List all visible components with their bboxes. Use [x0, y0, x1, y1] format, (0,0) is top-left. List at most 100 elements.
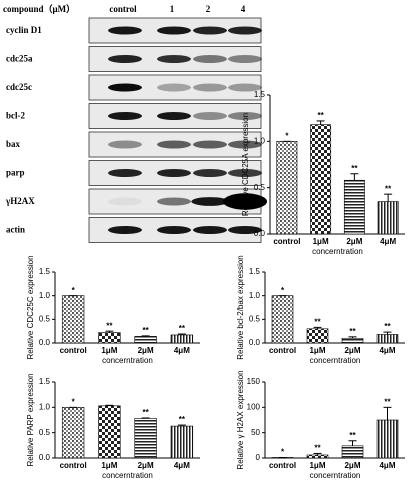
annotation: * [72, 397, 76, 406]
annotation: ** [314, 317, 321, 326]
x-tick-label: 2μM [346, 237, 362, 246]
x-tick-label: 4μM [379, 461, 395, 470]
annotation: * [281, 286, 285, 295]
annotation: * [281, 448, 285, 457]
bar [98, 405, 121, 459]
blot-band [228, 112, 262, 120]
blot-band [193, 169, 227, 177]
y-tick-label: 0.5 [39, 428, 51, 437]
error-bar [350, 173, 359, 181]
blot-band [157, 55, 191, 63]
blot-band [108, 26, 142, 35]
annotation: ** [384, 322, 391, 331]
lane-label: 2 [206, 4, 211, 14]
blot-row-label: γH2AX [5, 196, 35, 206]
error-bar [348, 336, 357, 339]
error-bar [141, 417, 150, 419]
annotation: ** [385, 184, 392, 193]
lane-label: control [109, 4, 137, 14]
bar [376, 419, 399, 459]
y-axis-label: Relative γ H2AX expression [236, 370, 245, 469]
blot-band [228, 140, 262, 149]
blot-band [193, 55, 227, 63]
annotation: ** [314, 444, 321, 453]
y-tick-label: 0.0 [39, 453, 51, 462]
x-tick-label: 2μM [138, 346, 154, 355]
bar [170, 425, 194, 459]
blot-band [108, 83, 142, 92]
blot-band [228, 26, 262, 35]
y-tick-label: 0.0 [254, 229, 266, 238]
y-tick-label: 0.5 [249, 314, 261, 323]
x-axis-label: concerntration [312, 247, 363, 256]
y-tick-label: 1.5 [249, 267, 261, 276]
annotation: ** [143, 326, 150, 335]
blot-row-label: cyclin D1 [6, 25, 42, 35]
x-axis-label: concerntration [310, 356, 361, 365]
x-tick-label: 2μM [344, 461, 360, 470]
blot-band [108, 197, 142, 206]
bar [98, 332, 121, 344]
blot-row-label: bax [6, 139, 21, 149]
y-tick-label: 0.0 [249, 338, 261, 347]
x-tick-label: 1μM [101, 346, 117, 355]
blot-band [157, 112, 191, 120]
error-bar [384, 193, 393, 202]
blot-band [193, 26, 227, 35]
x-axis-label: concerntration [310, 471, 361, 480]
y-tick-label: 0 [256, 453, 261, 462]
y-tick-label: 1.5 [39, 267, 51, 276]
x-tick-label: 2μM [344, 346, 360, 355]
error-bar [177, 424, 186, 427]
blot-row-label: parp [6, 168, 25, 178]
blot-band [108, 140, 142, 149]
x-tick-label: 4μM [379, 346, 395, 355]
bar [306, 328, 329, 344]
x-tick-label: 1μM [313, 237, 329, 246]
error-bar [383, 331, 392, 335]
blot-band [228, 169, 262, 177]
error-bar [177, 333, 186, 335]
x-tick-label: control [269, 346, 296, 355]
annotation: ** [349, 327, 356, 336]
annotation: * [285, 131, 289, 140]
error-bar [105, 330, 114, 333]
blot-band [157, 83, 191, 92]
y-tick-label: 1.0 [249, 291, 261, 300]
blot-band [228, 226, 262, 234]
blot-band [157, 197, 191, 206]
y-tick-label: 0.0 [39, 338, 51, 347]
blot-band [222, 193, 268, 210]
error-bar [313, 452, 322, 455]
x-tick-label: 1μM [101, 461, 117, 470]
y-tick-label: 0.5 [39, 314, 51, 323]
blot-band [228, 55, 262, 63]
y-axis-label: Relative bcl-2/bax expression [236, 255, 245, 360]
bar [271, 295, 294, 344]
x-tick-label: 2μM [138, 461, 154, 470]
y-tick-label: 1.5 [39, 377, 51, 386]
y-tick-label: 1.0 [254, 136, 266, 145]
blot-band [157, 140, 191, 149]
blot-band [157, 26, 191, 35]
bar [134, 418, 157, 459]
y-tick-label: 1.5 [254, 90, 266, 99]
blot-band [108, 112, 142, 120]
bar [134, 336, 157, 344]
bar [61, 295, 85, 344]
blot-row-label: cdc25c [6, 82, 32, 92]
blot-row-label: cdc25a [6, 54, 33, 64]
blot-band [228, 83, 262, 92]
blot-header: compound（μM） [3, 4, 75, 14]
x-tick-label: control [273, 237, 300, 246]
error-bar [313, 326, 322, 329]
y-axis-label: Relative CDC25A expression [241, 113, 250, 216]
lane-label: 4 [241, 4, 246, 14]
annotation: ** [349, 431, 356, 440]
y-axis-label: Relative PARP expression [26, 373, 35, 466]
blot-row-label: actin [6, 225, 25, 235]
bar [170, 334, 194, 344]
annotation: ** [143, 408, 150, 417]
bar [341, 337, 364, 344]
